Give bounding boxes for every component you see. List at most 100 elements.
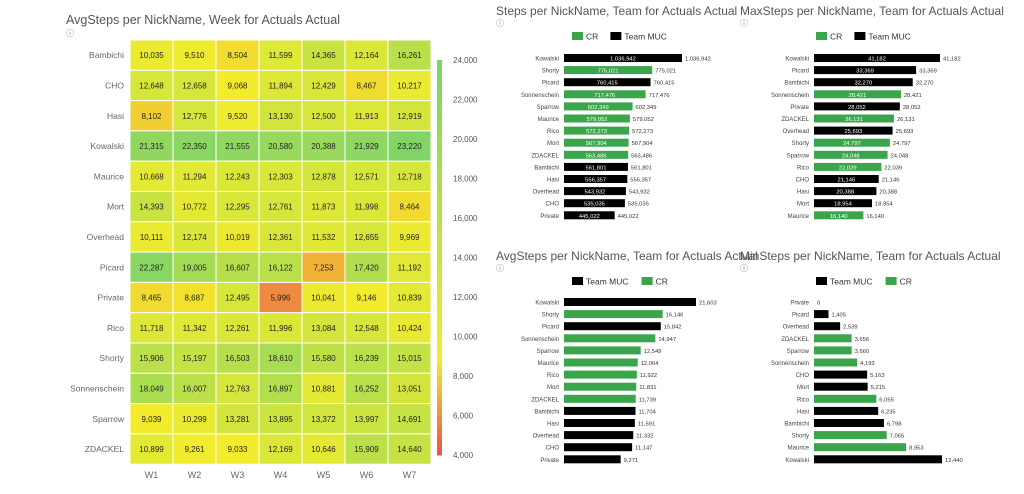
bar-value-label: 33,369: [919, 69, 937, 75]
heatmap-cell-value: 9,146: [356, 294, 377, 303]
bar-inner-value-label: 41,182: [868, 57, 886, 63]
category-label-overhead: Overhead: [533, 190, 559, 196]
color-scale-tick: 18,000: [453, 175, 478, 184]
bar-value-label: 572,273: [632, 129, 653, 135]
category-label-rico: Rico: [547, 129, 560, 135]
heatmap-cell-value: 8,687: [184, 294, 205, 303]
bar-inner-value-label: 572,273: [586, 129, 607, 135]
bar-value-label: 760,415: [654, 81, 675, 87]
legend-swatch-cr: [641, 277, 653, 285]
heatmap-cell: [172, 433, 217, 465]
heatmap-cell: [344, 191, 389, 223]
bar-picard: [564, 78, 651, 87]
category-label-zdackel: ZDACKEL: [531, 397, 559, 403]
bar-inner-value-label: 28,052: [848, 105, 866, 111]
color-scale-segment: [437, 382, 442, 390]
heatmap-cell-value: 20,388: [311, 142, 336, 151]
heatmap-cell-value: 11,532: [312, 233, 336, 242]
heatmap-cell: [215, 281, 260, 314]
category-label-overhead: Overhead: [783, 325, 809, 331]
bar-zdackel: [564, 150, 629, 159]
heatmap-cell-value: 9,033: [227, 445, 248, 454]
bar-bambichi: [814, 419, 884, 427]
category-label-cho: CHO: [546, 446, 560, 452]
bar-value-label: 9,271: [624, 458, 639, 464]
heatmap-cell-value: 10,019: [225, 233, 250, 242]
heatmap-cell-value: 15,906: [139, 354, 164, 363]
bar-value-label: 0: [817, 301, 820, 307]
category-label-shorty: Shorty: [792, 141, 809, 147]
row-label-overhead: Overhead: [87, 232, 125, 242]
color-scale-segment: [437, 329, 442, 337]
heatmap-cell-value: 15,909: [354, 445, 379, 454]
category-label-picard: Picard: [542, 81, 559, 87]
info-circle-icon[interactable]: ⓘ: [740, 19, 748, 28]
bar-rico: [564, 126, 630, 135]
heatmap-cell: [387, 100, 432, 132]
bar-inner-value-label: 535,035: [584, 202, 605, 208]
heatmap-cell: [129, 342, 174, 374]
info-circle-icon[interactable]: ⓘ: [496, 264, 504, 273]
bar-hasi: [814, 187, 877, 196]
heatmap-cell-value: 14,393: [139, 203, 164, 212]
bar-shorty: [814, 431, 887, 440]
bar-cho: [814, 175, 879, 183]
bar-value-label: 24,797: [893, 141, 911, 147]
bar-inner-value-label: 567,904: [586, 141, 608, 147]
heatmap-cell: [129, 281, 174, 314]
bar-maurice: [564, 114, 630, 123]
info-circle-icon[interactable]: ⓘ: [740, 264, 748, 273]
category-label-cho: CHO: [796, 373, 810, 379]
heatmap-cell-value: 16,122: [268, 263, 293, 272]
bar-value-label: 11,704: [639, 409, 657, 415]
heatmap-cell-value: 12,878: [311, 172, 336, 181]
color-scale-segment: [437, 185, 442, 193]
heatmap-cell-value: 11,342: [183, 324, 207, 333]
bar-inner-value-label: 20,388: [836, 190, 854, 196]
maxsteps-chart-title: MaxSteps per NickName, Team for Actuals …: [740, 4, 1004, 18]
category-label-private: Private: [540, 214, 559, 220]
bar-picard: [564, 322, 661, 331]
maxsteps-chart-panel: MaxSteps per NickName, Team for Actuals …: [736, 0, 1018, 240]
bar-value-label: 28,421: [904, 93, 922, 99]
bar-zdackel: [814, 114, 894, 123]
heatmap-cell-value: 15,580: [311, 354, 336, 363]
heatmap-cell: [301, 130, 346, 162]
bar-value-label: 14,947: [658, 337, 676, 343]
heatmap-cell: [129, 372, 174, 405]
heatmap-cell-value: 13,997: [354, 415, 379, 424]
category-label-picard: Picard: [792, 313, 809, 319]
bar-value-label: 21,146: [882, 178, 900, 184]
heatmap-cell-value: 12,164: [354, 51, 379, 60]
heatmap-cell: [387, 191, 432, 223]
heatmap-cell: [129, 130, 174, 162]
info-circle-icon[interactable]: ⓘ: [496, 19, 504, 28]
heatmap-cell: [301, 69, 346, 102]
row-label-private: Private: [98, 293, 125, 303]
heatmap-cell-value: 12,658: [182, 81, 207, 90]
legend-swatch-cr: [885, 277, 897, 285]
heatmap-cell: [258, 69, 303, 102]
bar-value-label: 11,831: [639, 385, 656, 391]
heatmap-cell: [344, 251, 389, 283]
category-label-maurice: Maurice: [788, 446, 810, 452]
bar-value-label: 6,235: [881, 409, 896, 415]
bar-value-label: 12,440: [945, 458, 963, 464]
heatmap-cell-value: 12,174: [182, 233, 207, 242]
info-circle-icon[interactable]: ⓘ: [66, 29, 74, 38]
color-scale-segment: [437, 415, 442, 423]
category-label-sparrow: Sparrow: [537, 349, 560, 355]
bar-value-label: 6,055: [879, 397, 894, 403]
bar-value-label: 602,349: [636, 105, 657, 111]
category-label-hasi: Hasi: [797, 190, 809, 196]
heatmap-cell-value: 9,969: [399, 233, 420, 242]
heatmap-cell: [129, 191, 174, 223]
color-scale-segment: [437, 171, 442, 179]
row-label-picard: Picard: [100, 262, 124, 272]
bar-value-label: 15,842: [664, 325, 682, 331]
legend-swatch-cr: [572, 32, 583, 40]
category-label-sparrow: Sparrow: [787, 349, 810, 355]
bar-value-label: 11,922: [640, 373, 657, 379]
heatmap-cell: [258, 39, 303, 71]
bar-inner-value-label: 563,486: [586, 153, 607, 159]
